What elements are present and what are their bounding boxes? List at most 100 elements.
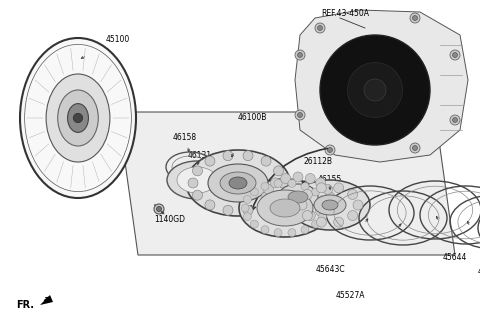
- Circle shape: [297, 200, 307, 210]
- Circle shape: [348, 211, 358, 220]
- Circle shape: [305, 174, 315, 183]
- Circle shape: [261, 182, 269, 190]
- Text: 1140GD: 1140GD: [155, 215, 185, 224]
- Circle shape: [73, 114, 83, 123]
- Text: 45644: 45644: [443, 253, 467, 262]
- Circle shape: [319, 213, 326, 220]
- Circle shape: [251, 220, 258, 228]
- Circle shape: [295, 110, 305, 120]
- Circle shape: [192, 166, 203, 176]
- Circle shape: [270, 178, 280, 188]
- Ellipse shape: [322, 200, 338, 210]
- Ellipse shape: [208, 164, 268, 202]
- Circle shape: [154, 204, 164, 214]
- Circle shape: [321, 204, 329, 212]
- Circle shape: [305, 211, 315, 220]
- Circle shape: [412, 16, 418, 20]
- Ellipse shape: [177, 167, 217, 193]
- Circle shape: [312, 188, 320, 196]
- Ellipse shape: [46, 74, 110, 162]
- Ellipse shape: [58, 90, 98, 146]
- Circle shape: [264, 184, 274, 194]
- Circle shape: [323, 184, 333, 194]
- Ellipse shape: [257, 190, 313, 226]
- Circle shape: [261, 156, 271, 166]
- Circle shape: [281, 211, 291, 220]
- Circle shape: [270, 206, 280, 216]
- Circle shape: [274, 190, 284, 200]
- Polygon shape: [40, 295, 53, 305]
- Circle shape: [243, 195, 252, 204]
- Ellipse shape: [270, 199, 300, 217]
- Circle shape: [348, 189, 358, 199]
- Polygon shape: [118, 112, 455, 255]
- Circle shape: [412, 146, 418, 150]
- Text: 45247A: 45247A: [263, 201, 293, 210]
- Circle shape: [274, 229, 282, 237]
- Circle shape: [205, 200, 215, 210]
- Circle shape: [453, 52, 457, 57]
- Circle shape: [243, 205, 253, 215]
- Circle shape: [315, 23, 325, 33]
- Ellipse shape: [220, 172, 256, 194]
- Ellipse shape: [167, 161, 227, 199]
- Circle shape: [281, 174, 291, 183]
- Circle shape: [450, 115, 460, 125]
- Circle shape: [410, 143, 420, 153]
- Circle shape: [325, 145, 335, 155]
- Circle shape: [317, 25, 323, 30]
- Circle shape: [302, 211, 312, 220]
- Circle shape: [288, 229, 296, 237]
- Circle shape: [205, 156, 215, 166]
- Circle shape: [453, 117, 457, 122]
- Circle shape: [312, 220, 320, 228]
- Circle shape: [410, 13, 420, 23]
- Circle shape: [156, 207, 161, 212]
- Circle shape: [278, 178, 288, 188]
- Circle shape: [223, 205, 233, 215]
- Text: 45681: 45681: [478, 268, 480, 277]
- Circle shape: [274, 166, 284, 176]
- Ellipse shape: [314, 195, 346, 215]
- Circle shape: [251, 188, 258, 196]
- Circle shape: [316, 183, 326, 193]
- Ellipse shape: [288, 191, 308, 203]
- Ellipse shape: [239, 179, 331, 237]
- Circle shape: [316, 178, 325, 188]
- Circle shape: [264, 200, 274, 210]
- Ellipse shape: [68, 104, 88, 132]
- Ellipse shape: [229, 177, 247, 189]
- Circle shape: [293, 212, 303, 222]
- Circle shape: [327, 148, 333, 152]
- Circle shape: [261, 192, 271, 202]
- Text: 46100B: 46100B: [237, 114, 267, 122]
- Ellipse shape: [20, 38, 136, 198]
- Circle shape: [298, 52, 302, 57]
- Circle shape: [334, 183, 344, 193]
- Circle shape: [243, 213, 252, 220]
- Ellipse shape: [278, 184, 318, 210]
- Circle shape: [316, 206, 325, 216]
- Circle shape: [188, 178, 198, 188]
- Circle shape: [301, 226, 309, 234]
- Text: REF.43-450A: REF.43-450A: [321, 9, 369, 17]
- Circle shape: [319, 195, 326, 204]
- Text: 46158: 46158: [173, 134, 197, 143]
- Ellipse shape: [186, 150, 290, 216]
- Circle shape: [261, 226, 269, 234]
- Circle shape: [274, 180, 282, 187]
- Circle shape: [353, 200, 363, 210]
- Circle shape: [334, 217, 344, 227]
- Circle shape: [192, 190, 203, 200]
- Circle shape: [316, 217, 326, 227]
- Text: 45100: 45100: [106, 36, 130, 45]
- Circle shape: [223, 151, 233, 161]
- Circle shape: [320, 35, 430, 145]
- Circle shape: [243, 151, 253, 161]
- Circle shape: [323, 200, 333, 210]
- Text: 45643C: 45643C: [315, 266, 345, 275]
- Ellipse shape: [290, 180, 370, 230]
- Circle shape: [261, 200, 271, 210]
- Text: 46131: 46131: [188, 150, 212, 159]
- Circle shape: [295, 50, 305, 60]
